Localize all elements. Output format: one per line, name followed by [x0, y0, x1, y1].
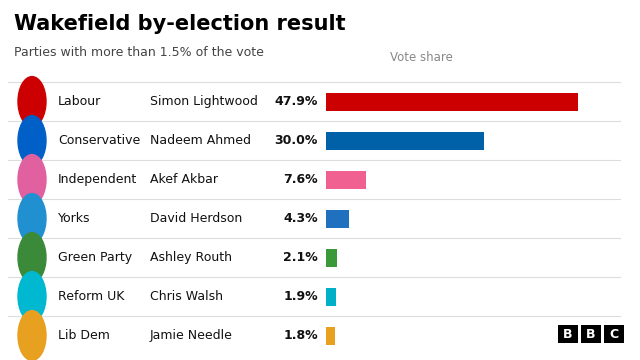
Ellipse shape — [18, 233, 46, 282]
Text: 30.0%: 30.0% — [275, 134, 318, 147]
Text: Parties with more than 1.5% of the vote: Parties with more than 1.5% of the vote — [14, 46, 264, 59]
Text: David Herdson: David Herdson — [150, 212, 243, 225]
Text: Ashley Routh: Ashley Routh — [150, 251, 232, 264]
Ellipse shape — [18, 194, 46, 243]
Ellipse shape — [18, 77, 46, 126]
FancyBboxPatch shape — [326, 288, 336, 306]
Text: Lib Dem: Lib Dem — [58, 329, 110, 342]
Text: Vote share: Vote share — [390, 51, 453, 64]
Text: 47.9%: 47.9% — [275, 95, 318, 108]
Text: Nadeem Ahmed: Nadeem Ahmed — [150, 134, 251, 147]
Text: Green Party: Green Party — [58, 251, 132, 264]
Text: 1.8%: 1.8% — [284, 329, 318, 342]
Text: Labour: Labour — [58, 95, 101, 108]
Text: Reform UK: Reform UK — [58, 290, 124, 303]
Text: Wakefield by-election result: Wakefield by-election result — [14, 14, 346, 34]
Text: B: B — [586, 328, 596, 341]
Text: Conservative: Conservative — [58, 134, 140, 147]
Ellipse shape — [18, 154, 46, 204]
Text: Yorks: Yorks — [58, 212, 90, 225]
Text: Jamie Needle: Jamie Needle — [150, 329, 233, 342]
FancyBboxPatch shape — [326, 93, 579, 111]
FancyBboxPatch shape — [581, 325, 601, 343]
Ellipse shape — [18, 271, 46, 321]
Text: Akef Akbar: Akef Akbar — [150, 173, 218, 186]
Text: Chris Walsh: Chris Walsh — [150, 290, 223, 303]
FancyBboxPatch shape — [604, 325, 624, 343]
Ellipse shape — [18, 116, 46, 165]
FancyBboxPatch shape — [326, 171, 366, 189]
Text: B: B — [563, 328, 573, 341]
FancyBboxPatch shape — [326, 210, 349, 228]
Text: Independent: Independent — [58, 173, 137, 186]
Text: 2.1%: 2.1% — [284, 251, 318, 264]
Text: Simon Lightwood: Simon Lightwood — [150, 95, 258, 108]
Text: 7.6%: 7.6% — [284, 173, 318, 186]
FancyBboxPatch shape — [326, 327, 335, 345]
FancyBboxPatch shape — [326, 131, 484, 149]
Ellipse shape — [18, 311, 46, 360]
Text: 1.9%: 1.9% — [284, 290, 318, 303]
FancyBboxPatch shape — [558, 325, 578, 343]
Text: 4.3%: 4.3% — [284, 212, 318, 225]
Text: C: C — [609, 328, 619, 341]
FancyBboxPatch shape — [326, 248, 337, 266]
